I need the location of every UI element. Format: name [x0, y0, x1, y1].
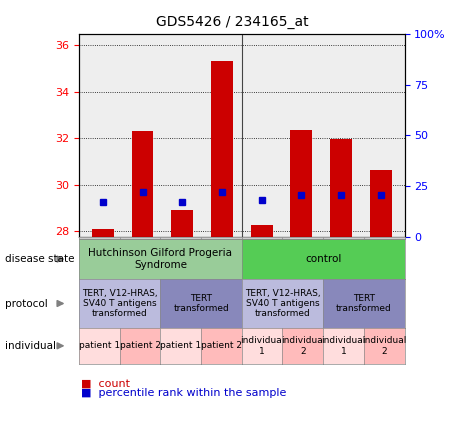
Text: patient 1: patient 1	[160, 341, 201, 350]
Text: ■  count: ■ count	[81, 379, 130, 389]
Text: patient 2: patient 2	[120, 341, 160, 350]
Text: GDS5426 / 234165_at: GDS5426 / 234165_at	[156, 15, 309, 29]
Text: individual
2: individual 2	[281, 336, 325, 355]
Text: individual: individual	[5, 341, 56, 351]
Text: TERT, V12-HRAS,
SV40 T antigens
transformed: TERT, V12-HRAS, SV40 T antigens transfor…	[245, 288, 320, 319]
Text: individual
2: individual 2	[362, 336, 406, 355]
Text: protocol: protocol	[5, 299, 47, 308]
Text: control: control	[305, 254, 341, 264]
Bar	[251, 225, 272, 237]
Text: patient 2: patient 2	[201, 341, 242, 350]
Bar	[92, 229, 114, 237]
Bar	[370, 170, 392, 237]
Text: TERT, V12-HRAS,
SV40 T antigens
transformed: TERT, V12-HRAS, SV40 T antigens transfor…	[82, 288, 158, 319]
Bar	[291, 130, 312, 237]
Text: TERT
transformed: TERT transformed	[173, 294, 229, 313]
Text: individual
1: individual 1	[240, 336, 284, 355]
Bar	[211, 60, 233, 237]
Text: individual
1: individual 1	[321, 336, 365, 355]
Bar	[171, 210, 193, 237]
Text: TERT
transformed: TERT transformed	[336, 294, 392, 313]
Text: Hutchinson Gilford Progeria
Syndrome: Hutchinson Gilford Progeria Syndrome	[88, 248, 232, 270]
Bar	[132, 131, 153, 237]
Text: ■  percentile rank within the sample: ■ percentile rank within the sample	[81, 388, 287, 398]
Text: patient 1: patient 1	[79, 341, 120, 350]
Text: disease state: disease state	[5, 254, 74, 264]
Bar	[330, 140, 352, 237]
